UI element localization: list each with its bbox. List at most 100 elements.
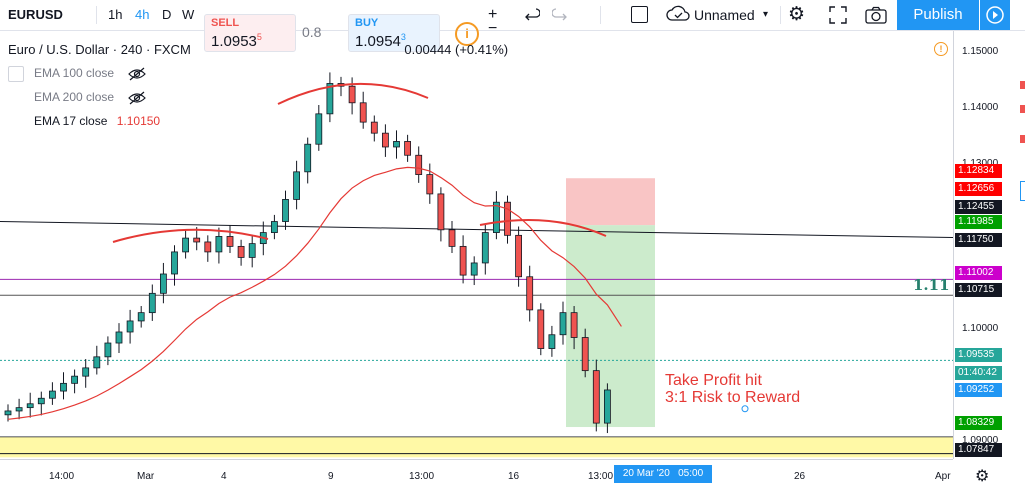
indicator-toggle[interactable]	[8, 66, 24, 82]
candle-body	[459, 245, 467, 276]
candle-body	[93, 356, 101, 369]
candle-body	[537, 309, 545, 349]
candle-body	[126, 320, 134, 333]
eye-off-icon[interactable]	[128, 91, 146, 105]
buy-button[interactable]: BUY 1.09543	[348, 14, 440, 52]
price-label-current: 1.09535	[955, 348, 1002, 362]
alert-marker	[1020, 81, 1025, 89]
alert-marker	[1020, 135, 1025, 143]
price-chart[interactable]	[0, 31, 953, 459]
price-tick: 1.14000	[962, 102, 999, 113]
timeframe-d[interactable]: D	[162, 7, 172, 22]
indicator-ema17[interactable]: EMA 17 close 1.10150	[34, 114, 161, 129]
panel-tab[interactable]	[1020, 181, 1025, 201]
candle-body	[104, 342, 112, 358]
candle-body	[492, 201, 500, 233]
time-tick: 13:00	[588, 471, 614, 482]
current-time-label: 20 Mar '20 05:00	[614, 465, 712, 483]
candle-body	[326, 83, 334, 115]
candle-body	[515, 234, 522, 278]
candle-body	[570, 312, 578, 338]
take-profit-note-line2: 3:1 Risk to Reward	[665, 389, 801, 406]
candle-body	[215, 236, 223, 253]
spread-value: 0.8	[302, 24, 322, 40]
candle-body	[115, 331, 123, 344]
right-shoulder-arc	[479, 219, 607, 237]
timeframe-w[interactable]: W	[182, 7, 195, 22]
time-tick: 4	[221, 471, 227, 482]
price-label-high: 1.12656	[955, 182, 1002, 196]
indicator-ema100[interactable]: EMA 100 close	[8, 66, 146, 82]
chart-legend-title: Euro / U.S. Dollar · 240 · FXCM 0.00444 …	[8, 42, 509, 57]
sell-label: SELL	[211, 17, 240, 29]
fullscreen-square-icon[interactable]	[631, 6, 648, 23]
alert-marker	[1020, 105, 1025, 113]
price-tick: 1.10000	[962, 323, 999, 334]
candle-body	[193, 237, 201, 243]
candle-body	[548, 334, 556, 349]
candle-body	[37, 397, 45, 405]
left-shoulder-arc	[112, 228, 269, 243]
layout-name[interactable]: Unnamed	[694, 7, 755, 23]
price-label-entry: 1.11985	[955, 215, 1002, 229]
candle-body	[381, 132, 389, 148]
expand-icon[interactable]	[829, 6, 847, 24]
candle-body	[293, 171, 301, 200]
redo-icon[interactable]	[552, 8, 568, 22]
candle-body	[282, 199, 289, 222]
bar-countdown: 01:40:42	[955, 366, 1002, 380]
price-label-trendline: 1.11750	[955, 233, 1002, 247]
time-tick: 13:00	[409, 471, 435, 482]
candle-body	[137, 312, 145, 322]
price-change: 0.00444 (+0.41%)	[404, 42, 509, 57]
candle-body	[159, 273, 167, 294]
candle-body	[237, 245, 245, 258]
candle-body	[49, 390, 56, 399]
price-tick: 1.09000	[962, 435, 999, 446]
settings-gear-icon[interactable]: ⚙	[975, 468, 990, 485]
time-tick: 14:00	[49, 471, 75, 482]
candle-body	[559, 312, 567, 336]
minus-icon[interactable]: −	[488, 20, 498, 37]
candle-body	[315, 113, 323, 145]
gear-icon[interactable]: ⚙	[788, 4, 806, 25]
price-label-target: 1.08329	[955, 416, 1002, 430]
camera-icon[interactable]	[865, 6, 887, 24]
candle-body	[270, 221, 278, 233]
candle-body	[60, 382, 67, 392]
timeframe-4h[interactable]: 4h	[135, 7, 150, 22]
chevron-down-icon[interactable]: ▾	[763, 9, 769, 20]
plus-icon[interactable]: +	[488, 6, 498, 23]
time-axis-border	[0, 459, 953, 460]
stop-loss-zone	[566, 178, 655, 226]
play-button[interactable]	[980, 0, 1010, 30]
candle-body	[204, 241, 212, 253]
price-label-ema: 1.09252	[955, 383, 1002, 397]
candle-body	[82, 367, 90, 377]
candle-body	[148, 292, 156, 314]
sell-price: 1.09535	[211, 32, 262, 50]
eye-off-icon[interactable]	[128, 67, 146, 81]
price-axis-border	[953, 31, 954, 459]
candle-body	[370, 121, 378, 134]
timeframe-1h[interactable]: 1h	[108, 7, 123, 22]
warning-icon[interactable]: !	[934, 42, 948, 56]
candle-body	[248, 243, 256, 258]
candle-body	[304, 143, 312, 173]
price-label-level: 1.07847	[955, 443, 1002, 457]
symbol-search[interactable]: EURUSD	[8, 7, 63, 22]
candle-body	[182, 237, 190, 253]
cloud-check-icon[interactable]	[666, 5, 690, 23]
indicator-ema200[interactable]: EMA 200 close	[8, 90, 146, 106]
price-label-level: 1.10715	[955, 283, 1002, 297]
candle-body	[437, 193, 445, 231]
candle-body	[4, 410, 12, 416]
head-arc	[277, 82, 429, 105]
info-icon[interactable]: i	[455, 22, 479, 46]
publish-button[interactable]: Publish	[897, 0, 979, 30]
divider	[96, 6, 97, 24]
candle-body	[504, 201, 511, 236]
undo-icon[interactable]	[524, 8, 540, 22]
sell-button[interactable]: SELL 1.09535	[204, 14, 296, 52]
candle-body	[592, 370, 600, 424]
